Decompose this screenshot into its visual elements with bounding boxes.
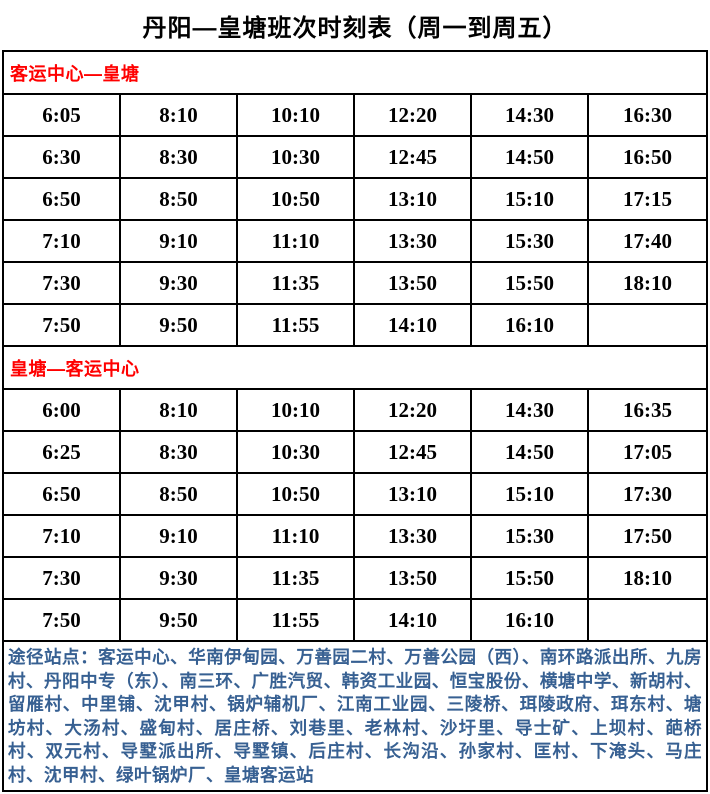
time-cell: 14:10 (355, 600, 472, 642)
time-cell: 6:50 (4, 474, 121, 516)
time-cell: 12:45 (355, 432, 472, 474)
time-cell: 17:50 (589, 516, 706, 558)
time-cell: 11:55 (238, 600, 355, 642)
time-cell: 9:50 (121, 600, 238, 642)
time-cell: 14:30 (472, 95, 589, 137)
time-cell: 7:50 (4, 600, 121, 642)
time-cell: 17:15 (589, 179, 706, 221)
time-cell: 10:10 (238, 95, 355, 137)
time-cell: 16:35 (589, 390, 706, 432)
time-cell: 15:10 (472, 179, 589, 221)
time-cell: 16:50 (589, 137, 706, 179)
time-cell: 10:50 (238, 179, 355, 221)
time-cell: 13:10 (355, 474, 472, 516)
schedule-table: 客运中心—皇塘 6:05 8:10 10:10 12:20 14:30 16:30 6:30… (2, 50, 708, 792)
time-cell: 11:55 (238, 305, 355, 347)
time-cell: 6:05 (4, 95, 121, 137)
time-cell: 11:35 (238, 263, 355, 305)
time-cell: 16:10 (472, 600, 589, 642)
time-cell: 8:10 (121, 390, 238, 432)
time-cell: 8:10 (121, 95, 238, 137)
time-cell: 6:25 (4, 432, 121, 474)
time-cell: 10:10 (238, 390, 355, 432)
time-cell: 9:30 (121, 263, 238, 305)
section-header-center-to-huangtang: 客运中心—皇塘 (4, 52, 706, 95)
time-cell: 9:10 (121, 221, 238, 263)
time-cell: 10:30 (238, 432, 355, 474)
time-cell: 15:50 (472, 558, 589, 600)
time-cell: 14:30 (472, 390, 589, 432)
time-cell: 16:10 (472, 305, 589, 347)
page-title: 丹阳—皇塘班次时刻表（周一到周五） (142, 14, 568, 42)
section-rows-huangtang-to-center: 6:00 8:10 10:10 12:20 14:30 16:35 6:25 8:30 10:3… (4, 390, 706, 642)
time-cell: 15:10 (472, 474, 589, 516)
section-header-huangtang-to-center: 皇塘—客运中心 (4, 347, 706, 390)
time-cell: 15:30 (472, 516, 589, 558)
empty-cell (589, 305, 706, 347)
empty-cell (589, 600, 706, 642)
time-cell: 8:50 (121, 179, 238, 221)
time-cell: 6:30 (4, 137, 121, 179)
time-cell: 11:10 (238, 516, 355, 558)
time-cell: 18:10 (589, 263, 706, 305)
time-cell: 12:20 (355, 95, 472, 137)
time-cell: 7:10 (4, 516, 121, 558)
time-cell: 13:30 (355, 221, 472, 263)
time-cell: 17:40 (589, 221, 706, 263)
time-cell: 15:30 (472, 221, 589, 263)
time-cell: 9:10 (121, 516, 238, 558)
time-cell: 11:35 (238, 558, 355, 600)
time-cell: 9:30 (121, 558, 238, 600)
time-cell: 17:30 (589, 474, 706, 516)
time-cell: 6:50 (4, 179, 121, 221)
time-cell: 15:50 (472, 263, 589, 305)
route-stops-note: 途径站点：客运中心、华南伊甸园、万善园二村、万善公园（西）、南环路派出所、九房村… (8, 647, 702, 785)
time-cell: 13:50 (355, 558, 472, 600)
time-cell: 8:30 (121, 432, 238, 474)
time-cell: 11:10 (238, 221, 355, 263)
time-cell: 8:30 (121, 137, 238, 179)
time-cell: 16:30 (589, 95, 706, 137)
time-cell: 7:30 (4, 263, 121, 305)
time-cell: 7:30 (4, 558, 121, 600)
time-cell: 14:50 (472, 137, 589, 179)
time-cell: 6:00 (4, 390, 121, 432)
time-cell: 13:30 (355, 516, 472, 558)
time-cell: 9:50 (121, 305, 238, 347)
time-cell: 13:10 (355, 179, 472, 221)
time-cell: 14:50 (472, 432, 589, 474)
time-cell: 10:30 (238, 137, 355, 179)
time-cell: 8:50 (121, 474, 238, 516)
time-cell: 14:10 (355, 305, 472, 347)
time-cell: 12:20 (355, 390, 472, 432)
time-cell: 17:05 (589, 432, 706, 474)
time-cell: 10:50 (238, 474, 355, 516)
time-cell: 13:50 (355, 263, 472, 305)
time-cell: 12:45 (355, 137, 472, 179)
section-rows-center-to-huangtang: 6:05 8:10 10:10 12:20 14:30 16:30 6:30 8:30 10:3… (4, 95, 706, 347)
time-cell: 7:50 (4, 305, 121, 347)
time-cell: 18:10 (589, 558, 706, 600)
time-cell: 7:10 (4, 221, 121, 263)
